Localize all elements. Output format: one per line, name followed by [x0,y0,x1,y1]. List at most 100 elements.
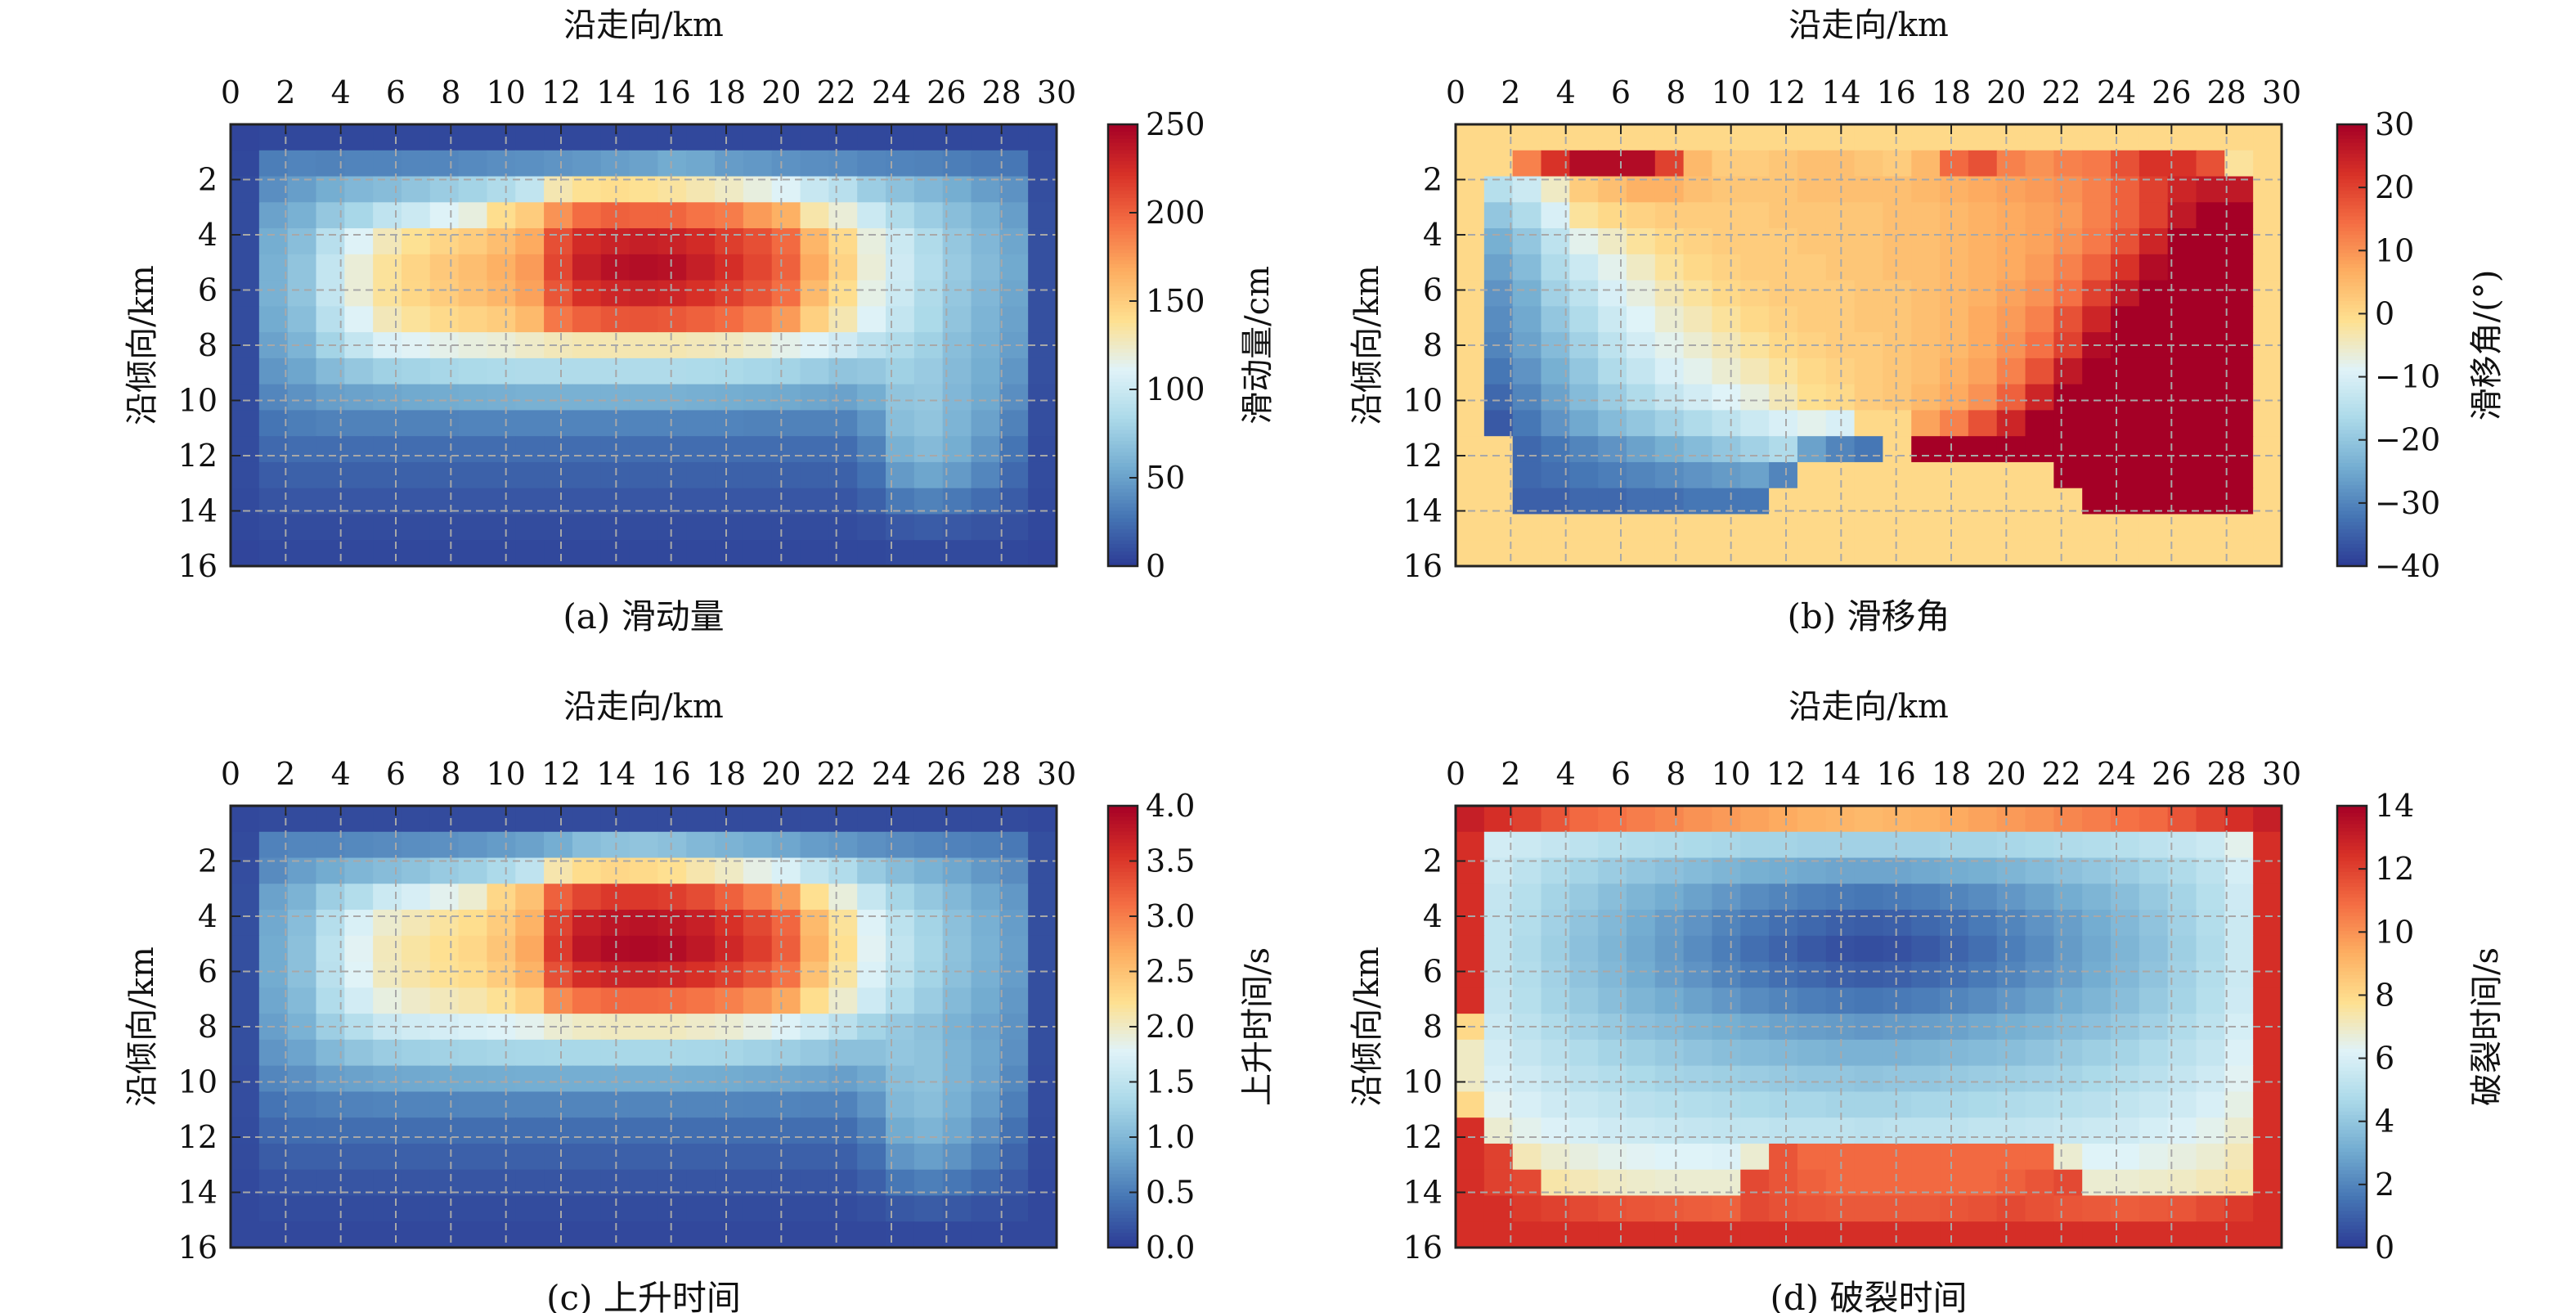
heatmap-cell [1712,1065,1741,1093]
heatmap-cell [1740,254,1770,281]
heatmap-cell [2025,280,2054,307]
heatmap-cell [401,1117,431,1144]
heatmap-cell [1626,384,1656,411]
heatmap-cell [231,280,260,307]
heatmap-cell [800,1065,829,1093]
heatmap-cell [942,514,972,541]
heatmap-cell [1769,306,1798,333]
heatmap-cell [287,884,317,911]
heatmap-cell [231,1143,260,1171]
colorbar-segment [2337,245,2367,250]
colorbar-segment [1108,135,1138,140]
heatmap-cell [2111,410,2140,437]
heatmap-cell [1512,1169,1542,1197]
heatmap-cell [657,1039,687,1067]
heatmap-cell [1683,910,1713,937]
heatmap-cell [2111,436,2140,463]
colorbar-segment [2337,975,2367,980]
heatmap-cell [942,884,972,911]
heatmap-cell [1512,910,1542,937]
colorbar-segment [1108,334,1138,339]
heatmap-cell [1028,280,1057,307]
colorbar-segment [2337,179,2367,184]
heatmap-cell [2082,176,2112,203]
heatmap-cell [373,1039,402,1067]
heatmap-cell [1456,857,1485,884]
heatmap-cell [258,410,289,437]
heatmap-cell [429,1117,460,1144]
heatmap-cell [572,306,602,333]
heatmap-cell [2111,124,2140,151]
heatmap-cell [1769,1143,1798,1171]
heatmap-cell [2053,202,2083,229]
colorbar-segment [1108,1225,1138,1230]
heatmap-cell [1456,910,1485,937]
heatmap-cell [629,150,659,178]
heatmap-cell [429,228,460,255]
heatmap-cell [1740,357,1770,385]
colorbar-segment [1108,883,1138,888]
heatmap-cell [2111,514,2140,541]
colorbar-segment [2337,301,2367,306]
heatmap-cell [971,884,1000,911]
heatmap-cell [515,384,545,411]
heatmap-cell [1569,150,1599,178]
colorbar-tick-label: 6 [2375,1041,2394,1077]
heatmap-cell [373,1169,402,1197]
heatmap-cell [572,884,602,911]
x-tick-label: 8 [441,74,460,110]
colorbar-segment [2337,1049,2367,1054]
heatmap-cell [1883,306,1912,333]
heatmap-cell [999,176,1029,203]
heatmap-cell [2224,410,2254,437]
colorbar-segment [2337,1012,2367,1017]
heatmap-cell [544,1143,573,1171]
heatmap-cell [1854,176,1884,203]
colorbar-segment [2337,213,2367,218]
colorbar-segment [1108,345,1138,350]
heatmap-cell [2196,857,2225,884]
colorbar-segment [1108,330,1138,335]
colorbar-segment [2337,1203,2367,1208]
heatmap-cell [1797,202,1827,229]
heatmap-cell [1569,461,1599,489]
heatmap-cell [1683,1143,1713,1171]
heatmap-cell [2082,436,2112,463]
colorbar-segment [1108,500,1138,505]
heatmap-cell [1940,1117,1969,1144]
heatmap-cell [2196,884,2225,911]
heatmap-cell [857,357,886,385]
heatmap-cell [429,280,460,307]
heatmap-cell [2138,961,2169,988]
heatmap-cell [1626,254,1656,281]
heatmap-cell [1911,935,1941,963]
colorbar-segment [2337,363,2367,368]
heatmap-cell [572,1039,602,1067]
heatmap-cell [401,306,431,333]
heatmap-cell [686,540,716,567]
heatmap-cell [1854,540,1884,567]
heatmap-cell [2196,514,2225,541]
colorbar-segment [2337,264,2367,269]
y-tick-label: 10 [178,383,218,419]
colorbar-segment [1108,382,1138,387]
heatmap-cell [1769,910,1798,937]
x-tick-label: 10 [486,756,525,792]
colorbar-segment [1108,960,1138,965]
heatmap-cell [828,254,858,281]
heatmap-cell [942,1039,972,1067]
heatmap-cell [1797,857,1827,884]
y-tick-label: 14 [1403,493,1443,529]
heatmap-cell [971,1091,1000,1118]
colorbar-segment [1108,488,1138,493]
heatmap-cell [1598,488,1627,515]
heatmap-cell [1769,935,1798,963]
colorbar-segment [1108,474,1138,479]
colorbar-segment [1108,434,1138,438]
colorbar-segment [2337,931,2367,936]
heatmap-cell [686,1221,716,1248]
colorbar-tick-label: 0 [1146,548,1165,584]
heatmap-cell [686,831,716,859]
heatmap-cell [771,961,801,988]
x-tick-label: 28 [981,74,1021,110]
